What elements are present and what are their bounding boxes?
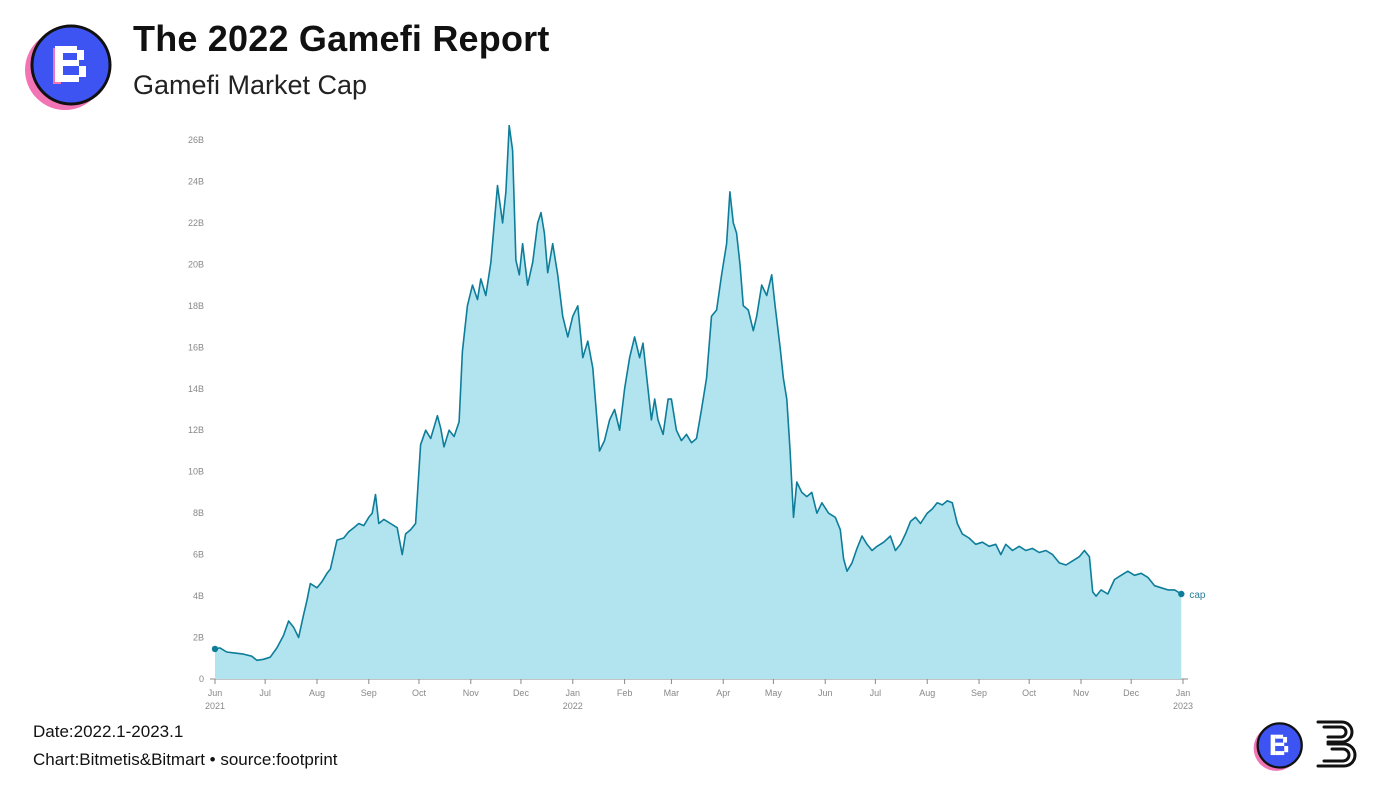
x-tick-label: Apr	[716, 688, 730, 698]
footer-credit: Chart:Bitmetis&Bitmart • source:footprin…	[33, 750, 338, 769]
y-tick-label: 22B	[188, 218, 204, 228]
series-start-point	[211, 645, 219, 653]
x-tick-label: Sep	[971, 688, 987, 698]
x-tick-label: Dec	[513, 688, 530, 698]
x-tick-label: Oct	[412, 688, 427, 698]
x-tick-label: Oct	[1022, 688, 1037, 698]
page-title: The 2022 Gamefi Report	[133, 18, 550, 59]
x-tick-label: Feb	[617, 688, 633, 698]
x-tick-label: May	[765, 688, 783, 698]
y-tick-label: 4B	[193, 591, 204, 601]
x-tick-label: Jan	[566, 688, 581, 698]
x-tick-label: Jun	[208, 688, 223, 698]
bitmart-logo-icon	[1316, 720, 1357, 768]
y-tick-label: 0	[199, 674, 204, 684]
y-tick-label: 20B	[188, 259, 204, 269]
x-tick-label: Jan	[1176, 688, 1191, 698]
y-tick-label: 8B	[193, 508, 204, 518]
footer-date: Date:2022.1-2023.1	[33, 722, 184, 741]
y-tick-label: 26B	[188, 135, 204, 145]
market-cap-chart: 0 2B 4B 6B 8B 10B 12B 14B 16B 18B 20B 22B 24B 26B Jun 2…	[188, 125, 1206, 711]
x-tick-label: Nov	[1073, 688, 1090, 698]
x-tick-label: Aug	[309, 688, 325, 698]
x-tick-label: Jun	[818, 688, 833, 698]
y-tick-label: 12B	[188, 425, 204, 435]
bitmart-logo-stroke	[1316, 742, 1357, 768]
x-tick-label: Jul	[870, 688, 882, 698]
x-tick-label: Sep	[361, 688, 377, 698]
series-end-point	[1178, 590, 1185, 598]
series-line	[214, 125, 1182, 662]
bitmetis-logo-icon	[1253, 722, 1303, 771]
bitmart-logo-stroke	[1316, 720, 1354, 744]
y-tick-label: 6B	[193, 550, 204, 560]
bitmart-logo-stroke	[1322, 747, 1351, 763]
logo-letter-b	[1270, 734, 1289, 756]
x-tick-year-label: 2022	[563, 701, 583, 711]
y-tick-label: 10B	[188, 467, 204, 477]
bitmetis-logo-icon	[25, 24, 112, 110]
x-tick-year-label: 2021	[205, 701, 225, 711]
page-subtitle: Gamefi Market Cap	[133, 70, 368, 100]
series-area-fill	[215, 125, 1182, 679]
x-tick-label: Jul	[259, 688, 271, 698]
series-label: cap	[1189, 590, 1206, 601]
y-tick-label: 2B	[193, 633, 204, 643]
y-tick-label: 24B	[188, 176, 204, 186]
y-tick-label: 18B	[188, 301, 204, 311]
x-tick-label: Aug	[919, 688, 935, 698]
logo-letter-b	[53, 46, 86, 84]
x-tick-label: Nov	[463, 688, 480, 698]
y-tick-label: 14B	[188, 384, 204, 394]
x-tick-year-label: 2023	[1173, 701, 1193, 711]
x-tick-label: Mar	[664, 688, 680, 698]
bitmart-logo-stroke	[1322, 725, 1348, 739]
x-tick-label: Dec	[1123, 688, 1140, 698]
y-tick-label: 16B	[188, 342, 204, 352]
